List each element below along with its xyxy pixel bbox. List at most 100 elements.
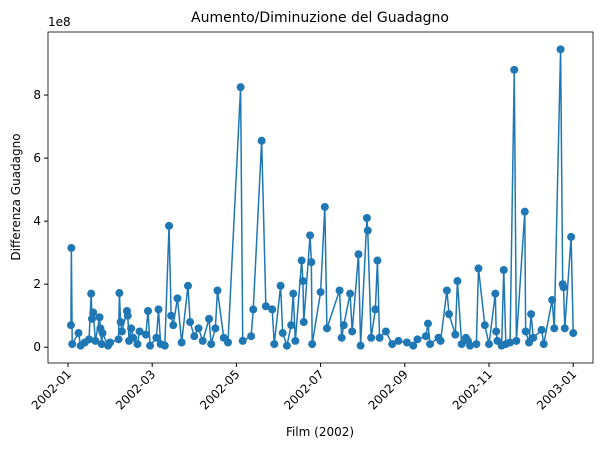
data-point: [388, 340, 397, 349]
data-point: [68, 340, 77, 349]
x-tick-label: 2002-01: [29, 367, 74, 412]
data-point: [457, 340, 466, 349]
y-offset-label: 1e8: [48, 15, 71, 29]
data-point: [348, 327, 357, 336]
data-point: [91, 336, 100, 345]
data-point: [116, 318, 125, 327]
data-point: [67, 243, 76, 252]
data-point: [141, 330, 150, 339]
data-point: [117, 327, 126, 336]
data-point: [556, 45, 565, 54]
data-point: [211, 324, 220, 333]
data-point: [289, 289, 298, 298]
data-point: [375, 333, 384, 342]
data-point: [97, 340, 106, 349]
data-point: [236, 83, 245, 92]
data-point: [307, 258, 316, 267]
data-point: [85, 335, 94, 344]
chart-title: Aumento/Diminuzione del Guadagno: [191, 10, 449, 26]
data-point: [167, 311, 176, 320]
data-point: [373, 256, 382, 265]
data-point: [282, 341, 291, 350]
data-point: [165, 221, 174, 230]
data-point: [297, 256, 306, 265]
x-tick-label: 2002-03: [113, 367, 158, 412]
x-tick-label: 2002-07: [281, 367, 326, 412]
data-point: [261, 302, 270, 311]
data-point: [466, 341, 475, 350]
data-point: [320, 202, 329, 211]
data-point: [485, 340, 494, 349]
data-point: [66, 321, 75, 330]
data-point: [354, 250, 363, 259]
data-point: [413, 335, 422, 344]
data-point: [453, 277, 462, 286]
data-point: [409, 341, 418, 350]
data-point: [298, 277, 307, 286]
data-point: [249, 305, 258, 314]
data-point: [247, 332, 256, 341]
y-tick-label: 8: [33, 88, 41, 102]
data-point: [177, 338, 186, 347]
data-point: [537, 325, 546, 334]
data-point: [527, 310, 536, 319]
data-point: [346, 289, 355, 298]
data-point: [276, 281, 285, 290]
data-point: [194, 324, 203, 333]
data-point: [499, 266, 508, 275]
data-point: [367, 333, 376, 342]
data-point: [238, 336, 247, 345]
data-point: [480, 321, 489, 330]
data-point: [143, 306, 152, 315]
data-point: [169, 321, 178, 330]
data-point: [316, 288, 325, 297]
data-point: [421, 332, 430, 341]
data-point: [173, 294, 182, 303]
data-point: [472, 340, 481, 349]
data-point: [426, 340, 435, 349]
data-point: [114, 335, 123, 344]
data-point: [74, 329, 83, 338]
data-point: [123, 311, 132, 320]
data-point: [559, 283, 568, 292]
data-point: [363, 226, 372, 235]
x-axis-label: Film (2002): [286, 425, 354, 439]
data-point: [257, 136, 266, 145]
data-point: [154, 305, 163, 314]
data-point: [371, 305, 380, 314]
data-point: [278, 329, 287, 338]
data-point: [183, 281, 192, 290]
data-point: [299, 318, 308, 327]
data-point: [569, 329, 578, 338]
data-point: [402, 338, 411, 347]
data-point: [521, 327, 530, 336]
data-point: [474, 264, 483, 273]
data-point: [394, 336, 403, 345]
data-point: [205, 314, 214, 323]
data-point: [190, 332, 199, 341]
data-point: [106, 338, 115, 347]
data-point: [539, 340, 548, 349]
data-point: [95, 313, 104, 322]
data-point: [512, 336, 521, 345]
data-point: [492, 327, 501, 336]
x-tick-label: 2002-11: [450, 367, 495, 412]
data-point: [491, 289, 500, 298]
data-point: [160, 341, 169, 350]
data-point: [308, 340, 317, 349]
data-point: [146, 341, 155, 350]
data-point: [381, 327, 390, 336]
x-tick-label: 2002-09: [366, 367, 411, 412]
data-point: [268, 305, 277, 314]
data-point: [356, 341, 365, 350]
y-axis-label: Differenza Guadagno: [9, 133, 23, 260]
data-point: [207, 340, 216, 349]
data-point: [287, 321, 296, 330]
data-point: [510, 65, 519, 74]
data-point: [198, 336, 207, 345]
data-point: [362, 213, 371, 222]
y-tick-label: 0: [33, 340, 41, 354]
data-point: [548, 295, 557, 304]
data-point: [423, 319, 432, 328]
data-point: [129, 333, 138, 342]
